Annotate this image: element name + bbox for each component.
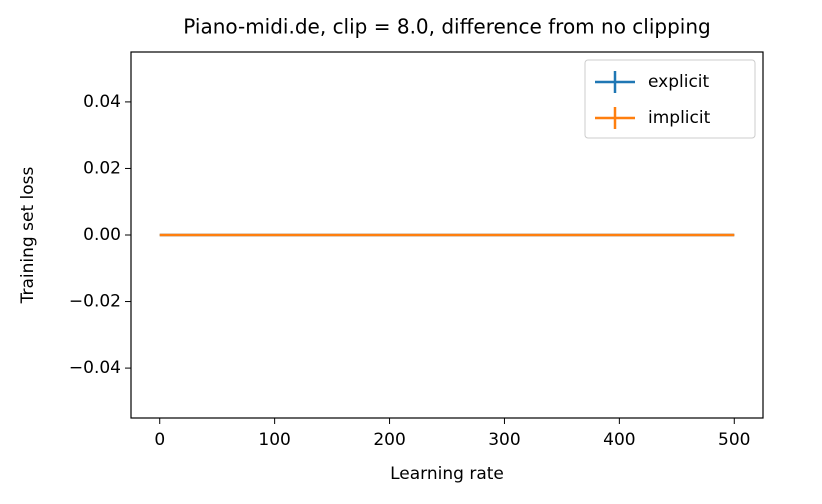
x-tick-label: 300 bbox=[488, 430, 520, 450]
x-tick-label: 0 bbox=[154, 430, 165, 450]
x-tick-label: 400 bbox=[603, 430, 635, 450]
legend-label: explicit bbox=[648, 72, 710, 92]
y-axis-label: Training set loss bbox=[18, 167, 38, 305]
legend-label: implicit bbox=[648, 108, 711, 128]
y-tick-label: 0.00 bbox=[83, 225, 121, 245]
plot-frame bbox=[130, 51, 764, 419]
x-axis-label: Learning rate bbox=[390, 464, 504, 484]
y-tick-label: −0.04 bbox=[69, 358, 121, 378]
y-tick-label: 0.02 bbox=[83, 158, 121, 178]
y-tick-label: −0.02 bbox=[69, 292, 121, 312]
x-tick-label: 100 bbox=[258, 430, 290, 450]
chart-title: Piano-midi.de, clip = 8.0, difference fr… bbox=[183, 15, 710, 39]
y-tick-label: 0.04 bbox=[83, 92, 121, 112]
x-tick-label: 200 bbox=[373, 430, 405, 450]
x-tick-label: 500 bbox=[718, 430, 750, 450]
